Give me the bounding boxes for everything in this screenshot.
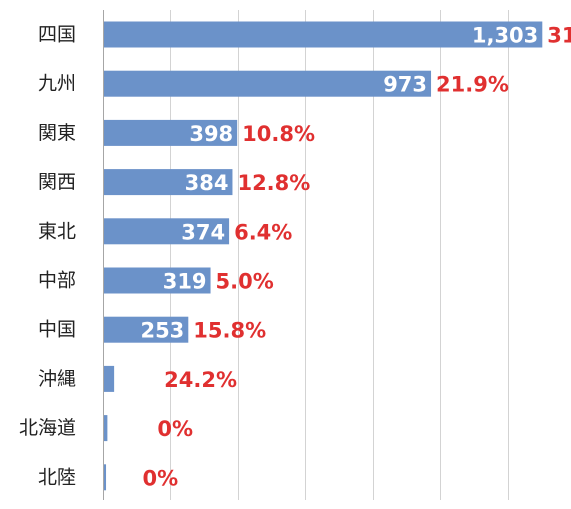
category-label: 北陸 — [38, 466, 76, 488]
bar — [103, 267, 211, 294]
bar — [103, 21, 543, 48]
percent-label: 15.8% — [193, 319, 266, 343]
value-label: 973 — [383, 73, 427, 97]
category-label: 沖縄 — [38, 368, 76, 390]
percent-label: 0% — [143, 466, 179, 490]
category-label: 四国 — [38, 24, 76, 46]
category-label: 関西 — [38, 171, 76, 193]
value-label: 253 — [140, 319, 184, 343]
percent-label: 0% — [157, 417, 193, 441]
category-label: 中国 — [38, 319, 76, 341]
bar — [103, 119, 238, 146]
percent-label: 21.9% — [436, 73, 509, 97]
bars — [103, 21, 543, 491]
bar — [103, 70, 432, 97]
percent-label: 6.4% — [234, 220, 292, 244]
value-label: 384 — [185, 171, 229, 195]
category-label: 北海道 — [19, 417, 76, 439]
bar — [103, 218, 230, 245]
bar — [103, 365, 115, 392]
value-label: 374 — [181, 220, 225, 244]
value-label: 398 — [189, 122, 233, 146]
percent-labels: 31.7% 21.9% 10.8% 12.8% 6.4% 5.0% 15.8% 24.2% 0%… — [143, 24, 571, 491]
value-label: 13 — [116, 417, 145, 441]
category-label: 東北 — [38, 220, 76, 242]
percent-label: 24.2% — [164, 368, 237, 392]
bar — [103, 464, 107, 491]
percent-label: 31.7% — [547, 24, 571, 48]
value-label: 9 — [115, 466, 130, 490]
value-label: 33 — [123, 368, 152, 392]
bar — [103, 415, 108, 442]
percent-label: 10.8% — [242, 122, 315, 146]
value-label: 319 — [163, 270, 207, 294]
category-label: 中部 — [38, 270, 76, 292]
percent-label: 5.0% — [216, 270, 274, 294]
bar — [103, 169, 233, 196]
bar — [103, 316, 189, 343]
percent-label: 12.8% — [237, 171, 310, 195]
category-label: 九州 — [38, 73, 76, 95]
value-label: 1,303 — [472, 24, 538, 48]
value-labels: 1,303 973 398 384 374 319 253 33 13 9 — [115, 24, 538, 491]
category-label: 関東 — [38, 122, 76, 144]
